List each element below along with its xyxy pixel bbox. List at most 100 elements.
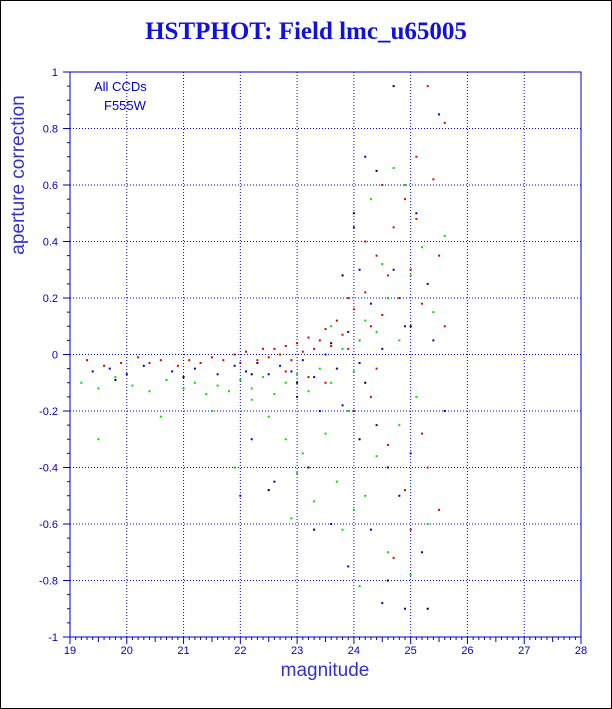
data-point-red: [120, 361, 123, 364]
data-point-blue: [358, 268, 361, 271]
y-tick-label: 0.4: [43, 237, 58, 249]
data-point-green: [159, 415, 162, 418]
data-point-black: [409, 325, 412, 328]
data-point-red: [330, 345, 333, 348]
data-point-green: [432, 311, 435, 314]
data-point-black: [296, 381, 299, 384]
data-point-green: [409, 573, 412, 576]
data-point-blue: [398, 494, 401, 497]
data-point-red: [210, 356, 213, 359]
data-point-black: [313, 528, 316, 531]
data-point-red: [222, 359, 225, 362]
data-point-red: [290, 359, 293, 362]
data-point-blue: [313, 376, 316, 379]
data-point-black: [426, 607, 429, 610]
data-point-red: [369, 325, 372, 328]
data-point-green: [386, 297, 389, 299]
data-point-blue: [330, 523, 333, 525]
data-point-blue: [296, 395, 299, 398]
data-point-black: [341, 274, 344, 277]
data-point-green: [375, 330, 378, 333]
data-point-blue: [392, 268, 395, 271]
y-tick-label: -0.6: [39, 519, 58, 531]
y-tick-label: 0: [52, 350, 58, 362]
x-tick-label: 23: [291, 645, 303, 657]
data-point-red: [86, 359, 89, 362]
x-tick-label: 22: [234, 645, 246, 657]
x-axis-label: magnitude: [281, 660, 370, 681]
data-point-red: [159, 359, 162, 362]
data-point-blue: [432, 339, 435, 342]
data-point-blue: [347, 565, 350, 568]
data-point-green: [290, 517, 293, 520]
data-point-blue: [233, 364, 236, 367]
data-point-blue: [375, 424, 378, 427]
data-point-red: [103, 364, 106, 367]
data-point-blue: [335, 367, 338, 370]
data-point-red: [352, 410, 355, 412]
data-point-red: [256, 359, 259, 362]
data-point-red: [233, 353, 236, 356]
data-point-green: [364, 319, 367, 322]
data-point-blue: [415, 212, 418, 215]
data-point-green: [284, 381, 287, 384]
data-point-green: [262, 376, 265, 379]
data-point-red: [426, 85, 429, 88]
data-point-blue: [267, 373, 270, 376]
y-axis-label: aperture correction: [8, 95, 29, 254]
data-point-red: [386, 274, 389, 277]
data-point-red: [137, 356, 140, 359]
data-point-red: [438, 508, 441, 511]
y-tick-label: 1: [52, 67, 58, 79]
y-tick-label: 0.8: [43, 124, 58, 136]
data-point-black: [364, 381, 367, 384]
data-point-blue: [250, 438, 253, 441]
data-point-green: [352, 370, 355, 373]
data-point-red: [307, 376, 310, 379]
data-point-green: [250, 387, 253, 390]
data-point-green: [296, 373, 299, 376]
data-point-red: [392, 226, 395, 229]
data-point-red: [301, 350, 304, 353]
data-point-black: [267, 489, 270, 492]
data-point-blue: [318, 410, 321, 412]
data-point-green: [267, 415, 270, 418]
data-point-black: [250, 373, 253, 376]
data-point-blue: [193, 367, 196, 370]
data-point-blue: [438, 113, 441, 116]
data-point-green: [335, 480, 338, 483]
data-point-blue: [409, 452, 412, 455]
data-point-blue: [290, 370, 293, 373]
data-point-red: [279, 353, 282, 356]
data-point-blue: [364, 155, 367, 158]
data-point-blue: [216, 373, 219, 376]
data-point-blue: [108, 367, 111, 370]
data-point-blue: [125, 373, 128, 376]
y-tick-label: 0.6: [43, 180, 58, 192]
data-point-green: [301, 452, 304, 455]
data-point-black: [330, 342, 333, 345]
data-point-blue: [347, 330, 350, 333]
y-tick-label: -0.4: [39, 463, 58, 475]
data-point-black: [114, 378, 117, 381]
data-point-blue: [403, 607, 406, 610]
data-point-blue: [369, 528, 372, 531]
axis-ticks: 19 20 21 22 23 24 25 26 27 28 -1 -0.8 -0.6 -0.4 -0.2 0 0…: [39, 67, 587, 657]
data-point-green: [330, 325, 333, 328]
data-point-red: [438, 254, 441, 257]
data-point-red: [421, 302, 424, 305]
data-point-red: [341, 333, 344, 336]
data-point-green: [80, 381, 83, 384]
data-point-red: [415, 155, 418, 158]
data-point-green: [205, 393, 208, 396]
data-point-green: [284, 438, 287, 441]
x-tick-label: 21: [177, 645, 189, 657]
data-point-black: [392, 85, 395, 88]
data-point-red: [307, 336, 310, 339]
data-point-red: [267, 356, 270, 359]
data-point-green: [330, 381, 333, 384]
data-point-blue: [301, 359, 304, 362]
data-point-black: [182, 376, 185, 379]
data-point-green: [358, 585, 361, 588]
data-point-green: [403, 184, 406, 186]
